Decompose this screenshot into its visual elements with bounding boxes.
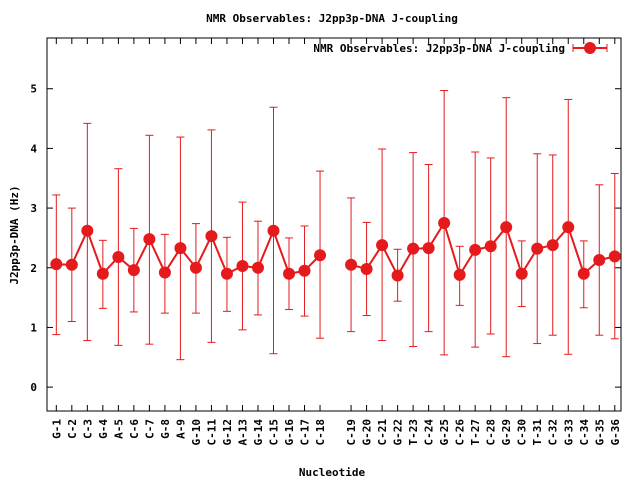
series-layer bbox=[50, 90, 621, 361]
data-point bbox=[407, 242, 420, 255]
x-tick-label: G-16 bbox=[283, 419, 296, 446]
x-tick-label: G-22 bbox=[392, 419, 405, 446]
x-tick-label: G-14 bbox=[252, 419, 265, 446]
x-tick-label: G-33 bbox=[562, 419, 575, 446]
x-tick-label: C-32 bbox=[547, 419, 560, 446]
data-point bbox=[438, 217, 451, 230]
data-point bbox=[562, 221, 575, 234]
y-tick-label: 0 bbox=[30, 381, 37, 394]
x-tick-label: G-25 bbox=[438, 419, 451, 446]
data-point bbox=[143, 233, 156, 246]
y-axis: 0 1 2 3 4 5 bbox=[30, 83, 621, 394]
x-tick-label: C-24 bbox=[423, 419, 436, 446]
y-tick-label: 3 bbox=[30, 202, 37, 215]
data-point bbox=[283, 267, 296, 280]
x-tick-label: C-34 bbox=[578, 419, 591, 446]
data-point bbox=[453, 268, 466, 281]
data-point bbox=[236, 259, 249, 272]
data-point bbox=[469, 243, 482, 256]
data-point bbox=[81, 224, 94, 237]
x-tick-label: C-17 bbox=[299, 419, 312, 446]
plot-border bbox=[46, 37, 622, 412]
data-point bbox=[546, 239, 559, 252]
x-tick-label: G-29 bbox=[500, 419, 513, 446]
x-tick-label: G-35 bbox=[593, 419, 606, 446]
x-tick-label: C-2 bbox=[66, 419, 79, 439]
x-tick-label: G-12 bbox=[221, 419, 234, 446]
chart-title: NMR Observables: J2pp3p-DNA J-coupling bbox=[206, 12, 458, 25]
x-tick-label: T-23 bbox=[407, 419, 420, 446]
data-point bbox=[515, 267, 528, 280]
data-point bbox=[174, 242, 187, 255]
x-tick-label: C-3 bbox=[81, 419, 94, 439]
x-tick-label: C-30 bbox=[516, 419, 529, 446]
y-tick-label: 5 bbox=[30, 83, 37, 96]
data-point bbox=[251, 261, 264, 274]
data-point bbox=[314, 249, 327, 262]
y-tick-label: 2 bbox=[30, 262, 37, 275]
x-tick-label: G-36 bbox=[609, 419, 622, 446]
data-point bbox=[376, 239, 389, 252]
x-tick-label: C-18 bbox=[314, 419, 327, 446]
data-point bbox=[484, 240, 497, 253]
x-tick-label: G-20 bbox=[361, 419, 374, 446]
x-tick-label: C-21 bbox=[376, 419, 389, 446]
data-point bbox=[205, 230, 218, 243]
plot-frame bbox=[46, 37, 622, 412]
data-point bbox=[360, 262, 373, 275]
data-point bbox=[127, 264, 140, 277]
data-point bbox=[65, 258, 78, 271]
x-tick-label: T-27 bbox=[469, 419, 482, 446]
x-tick-label: C-19 bbox=[345, 419, 358, 446]
data-point bbox=[531, 242, 544, 255]
y-tick-label: 1 bbox=[30, 321, 37, 334]
data-point bbox=[391, 269, 404, 282]
x-tick-label: G-1 bbox=[50, 419, 63, 439]
x-axis: G-1 C-2 C-3 G-4 A-5 C-6 C-7 G-8 A-9 G-10 C-11 G-12 A… bbox=[50, 38, 622, 446]
x-tick-label: C-11 bbox=[205, 419, 218, 446]
x-tick-label: C-26 bbox=[454, 419, 467, 446]
data-point bbox=[577, 267, 590, 280]
data-point bbox=[96, 267, 109, 280]
x-tick-label: T-31 bbox=[531, 419, 544, 446]
data-point bbox=[112, 251, 125, 264]
legend-label: NMR Observables: J2pp3p-DNA J-coupling bbox=[313, 42, 565, 55]
series-line bbox=[56, 228, 321, 276]
data-point bbox=[422, 242, 435, 255]
y-tick-label: 4 bbox=[30, 142, 37, 155]
data-point bbox=[267, 224, 280, 237]
y-axis-label: J2pp3p-DNA (Hz) bbox=[8, 185, 21, 284]
data-point bbox=[298, 264, 311, 277]
data-point bbox=[220, 267, 233, 280]
x-tick-label: G-10 bbox=[190, 419, 203, 446]
legend-marker bbox=[584, 42, 596, 54]
x-tick-label: G-8 bbox=[159, 419, 172, 439]
x-tick-label: C-28 bbox=[485, 419, 498, 446]
data-point bbox=[50, 258, 63, 271]
x-tick-label: G-4 bbox=[97, 419, 110, 439]
data-point bbox=[608, 250, 621, 263]
x-tick-label: A-13 bbox=[236, 419, 249, 446]
data-point bbox=[189, 261, 202, 274]
x-axis-label: Nucleotide bbox=[299, 466, 366, 479]
data-point bbox=[345, 258, 358, 271]
x-tick-label: C-7 bbox=[143, 419, 156, 439]
x-tick-label: C-6 bbox=[128, 419, 141, 439]
data-point bbox=[593, 254, 606, 267]
data-point bbox=[500, 221, 513, 234]
x-tick-label: A-5 bbox=[112, 419, 125, 439]
x-tick-label: A-9 bbox=[174, 419, 187, 439]
data-point bbox=[158, 266, 171, 279]
legend: NMR Observables: J2pp3p-DNA J-coupling bbox=[313, 42, 608, 55]
x-tick-label: C-15 bbox=[267, 419, 280, 446]
